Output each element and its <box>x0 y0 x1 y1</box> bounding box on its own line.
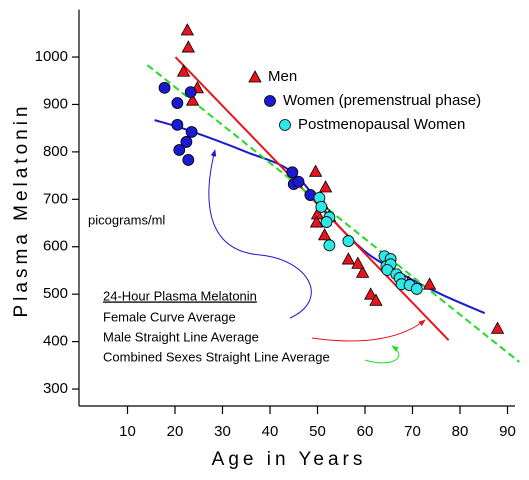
y-tick-label: 500 <box>43 285 68 302</box>
x-axis-label: Age in Years <box>212 449 367 470</box>
point <box>158 81 171 94</box>
line-label: Male Straight Line Average <box>103 329 259 344</box>
point <box>171 118 184 131</box>
point <box>309 215 324 228</box>
x-tick-label: 10 <box>119 423 136 440</box>
line-label: Female Curve Average <box>103 309 236 324</box>
x-tick-label: 70 <box>404 423 421 440</box>
y-tick-label: 700 <box>43 190 68 207</box>
point <box>185 126 198 138</box>
point <box>355 265 370 278</box>
point <box>315 201 328 213</box>
legend-marker <box>279 119 291 131</box>
y-tick-label: 600 <box>43 238 68 255</box>
x-tick-label: 40 <box>262 423 279 440</box>
y-tick-label: 900 <box>43 95 68 112</box>
point <box>320 216 333 228</box>
legend-label: Women (premenstrual phase) <box>283 92 481 109</box>
x-tick-label: 20 <box>167 423 184 440</box>
y-tick-label: 300 <box>43 380 68 397</box>
point <box>171 97 184 109</box>
y-tick-label: 800 <box>43 143 68 160</box>
point <box>181 40 195 53</box>
point <box>308 164 323 177</box>
point <box>342 235 355 247</box>
point <box>351 256 365 269</box>
point <box>490 321 505 334</box>
y-tick-label: 1000 <box>35 48 68 65</box>
legend-marker <box>248 70 262 83</box>
point <box>286 166 299 179</box>
point <box>323 239 336 252</box>
x-tick-label: 50 <box>309 423 326 440</box>
point <box>180 136 193 148</box>
point <box>422 277 437 290</box>
point <box>318 180 333 193</box>
point <box>173 144 186 156</box>
point <box>185 93 200 106</box>
lines-title: 24-Hour Plasma Melatonin <box>103 288 257 303</box>
x-tick-label: 60 <box>357 423 374 440</box>
point <box>317 228 332 241</box>
point <box>292 175 305 188</box>
arrow <box>208 149 312 319</box>
arrow <box>364 345 400 364</box>
point <box>182 154 195 166</box>
arrow <box>311 319 426 342</box>
legend-marker <box>264 95 276 107</box>
x-tick-label: 90 <box>499 423 516 440</box>
x-tick-label: 30 <box>214 423 231 440</box>
legend-label: Men <box>268 68 297 85</box>
point <box>184 86 197 99</box>
x-tick-label: 80 <box>452 423 469 440</box>
point <box>341 252 356 265</box>
legend-label: Postmenopausal Women <box>298 116 465 133</box>
y-tick-label: 400 <box>43 333 68 350</box>
point <box>410 283 423 295</box>
point <box>369 293 383 306</box>
line-label: Combined Sexes Straight Line Average <box>103 349 330 364</box>
point <box>364 287 378 300</box>
point <box>180 23 195 36</box>
y-axis-label: Plasma Melatonin <box>11 102 32 317</box>
point <box>176 64 191 77</box>
unit-label: picograms/ml <box>88 212 165 227</box>
